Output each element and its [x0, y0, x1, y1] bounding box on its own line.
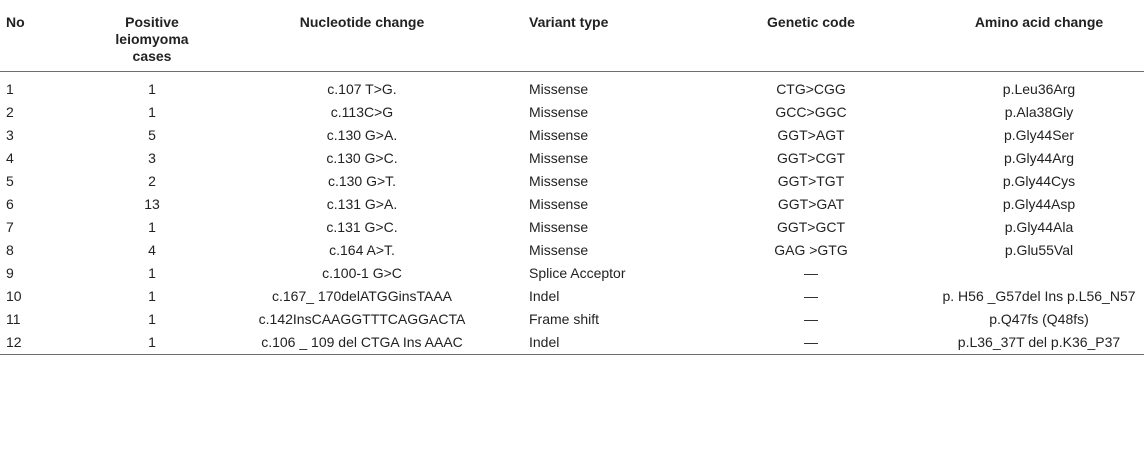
- cell-variant: Missense: [529, 104, 589, 120]
- header-positive-cases: Positive leiomyoma cases: [103, 0, 201, 72]
- cell-amino-acid: p.L36_37T del p.K36_P37: [912, 331, 1144, 355]
- variant-table: No Positive leiomyoma cases Nucleotide c…: [0, 0, 1144, 355]
- cell-nucleotide: c.113C>G: [330, 104, 394, 120]
- table-row: 3 5 c.130 G>A. Missense GGT>AGT p.Gly44S…: [0, 124, 1144, 147]
- cell-amino-acid: p.Q47fs (Q48fs): [989, 311, 1089, 327]
- cell-variant: Missense: [529, 242, 589, 258]
- cell-nucleotide: c.106 _ 109 del CTGA Ins AAAC: [201, 331, 523, 355]
- cell-amino-acid: p.Gly44Ala: [1004, 219, 1074, 235]
- cell-amino-acid: p.Gly44Asp: [1002, 196, 1076, 212]
- table-row: 7 1 c.131 G>C. Missense GGT>GCT p.Gly44A…: [0, 216, 1144, 239]
- cell-variant: Missense: [529, 150, 589, 166]
- table-row: 12 1 c.106 _ 109 del CTGA Ins AAAC Indel…: [0, 331, 1144, 355]
- cell-genetic-code: GGT>AGT: [777, 127, 845, 143]
- cell-amino-acid: p.Glu55Val: [1004, 242, 1074, 258]
- table-row: 2 1 c.113C>G Missense GCC>GGC p.Ala38Gly: [0, 101, 1144, 124]
- header-amino-acid-change: Amino acid change: [912, 0, 1144, 72]
- cell-nucleotide: c.142InsCAAGGTTTCAGGACTA: [258, 311, 466, 327]
- cell-nucleotide: c.107 T>G.: [327, 81, 397, 97]
- table-row: 1 1 c.107 T>G. Missense CTG>CGG p.Leu36A…: [0, 72, 1144, 102]
- table-header: No Positive leiomyoma cases Nucleotide c…: [0, 0, 1144, 72]
- cell-variant: Missense: [529, 127, 589, 143]
- cell-variant: Missense: [529, 219, 589, 235]
- table-row: 9 1 c.100-1 G>C Splice Acceptor —: [0, 262, 1144, 285]
- cell-no: 12: [0, 331, 103, 355]
- cell-genetic-code: —: [804, 265, 818, 281]
- cell-genetic-code: GGT>GAT: [777, 196, 845, 212]
- cell-no: 7: [6, 219, 14, 235]
- cell-variant: Splice Acceptor: [529, 265, 626, 281]
- header-row: No Positive leiomyoma cases Nucleotide c…: [0, 0, 1144, 72]
- cell-amino-acid: p.Gly44Ser: [1003, 127, 1075, 143]
- header-nucleotide-change: Nucleotide change: [201, 0, 523, 72]
- cell-no: 5: [6, 173, 14, 189]
- cell-variant: Missense: [529, 81, 589, 97]
- cell-variant: Missense: [529, 173, 589, 189]
- cell-cases: 5: [148, 127, 156, 143]
- cell-variant: Indel: [523, 331, 710, 355]
- cell-variant: Missense: [529, 196, 589, 212]
- cell-cases: 2: [148, 173, 156, 189]
- cell-nucleotide: c.130 G>C.: [326, 150, 398, 166]
- cell-cases: 1: [148, 219, 156, 235]
- header-genetic-code: Genetic code: [710, 0, 912, 72]
- cell-cases: 1: [103, 331, 201, 355]
- cell-variant: Indel: [529, 288, 560, 304]
- cell-genetic-code: GAG >GTG: [774, 242, 848, 258]
- header-variant-type: Variant type: [523, 0, 710, 72]
- cell-no: 1: [6, 81, 14, 97]
- cell-no: 10: [6, 288, 22, 304]
- cell-amino-acid: p. H56 _G57del Ins p.L56_N57: [942, 288, 1136, 304]
- cell-amino-acid: p.Leu36Arg: [1002, 81, 1076, 97]
- table-row: 10 1 c.167_ 170delATGGinsTAAA Indel — p.…: [0, 285, 1144, 308]
- cell-genetic-code: —: [804, 288, 818, 304]
- cell-nucleotide: c.100-1 G>C: [322, 265, 402, 281]
- cell-no: 2: [6, 104, 14, 120]
- cell-genetic-code: —: [710, 331, 912, 355]
- cell-genetic-code: GCC>GGC: [775, 104, 847, 120]
- cell-no: 8: [6, 242, 14, 258]
- table-body: 1 1 c.107 T>G. Missense CTG>CGG p.Leu36A…: [0, 72, 1144, 355]
- cell-no: 4: [6, 150, 14, 166]
- cell-amino-acid: p.Ala38Gly: [1004, 104, 1074, 120]
- cell-genetic-code: GGT>CGT: [776, 150, 846, 166]
- cell-cases: 3: [148, 150, 156, 166]
- cell-amino-acid: p.Gly44Cys: [1002, 173, 1076, 189]
- cell-no: 6: [6, 196, 14, 212]
- table-row: 8 4 c.164 A>T. Missense GAG >GTG p.Glu55…: [0, 239, 1144, 262]
- cell-no: 11: [6, 311, 21, 327]
- table-row: 11 1 c.142InsCAAGGTTTCAGGACTA Frame shif…: [0, 308, 1144, 331]
- cell-cases: 1: [148, 265, 156, 281]
- table-row: 6 13 c.131 G>A. Missense GGT>GAT p.Gly44…: [0, 193, 1144, 216]
- cell-cases: 1: [148, 288, 156, 304]
- cell-cases: 13: [144, 196, 160, 212]
- cell-variant: Frame shift: [529, 311, 600, 327]
- table-row: 4 3 c.130 G>C. Missense GGT>CGT p.Gly44A…: [0, 147, 1144, 170]
- cell-nucleotide: c.131 G>C.: [326, 219, 398, 235]
- cell-genetic-code: CTG>CGG: [776, 81, 846, 97]
- cell-cases: 4: [148, 242, 156, 258]
- cell-nucleotide: c.164 A>T.: [329, 242, 395, 258]
- cell-genetic-code: GGT>GCT: [776, 219, 846, 235]
- cell-nucleotide: c.130 G>A.: [326, 127, 398, 143]
- header-no: No: [0, 0, 103, 72]
- cell-amino-acid: [912, 262, 1144, 285]
- cell-no: 9: [6, 265, 14, 281]
- cell-amino-acid: p.Gly44Arg: [1003, 150, 1075, 166]
- table-row: 5 2 c.130 G>T. Missense GGT>TGT p.Gly44C…: [0, 170, 1144, 193]
- cell-no: 3: [6, 127, 14, 143]
- cell-cases: 1: [148, 104, 156, 120]
- cell-genetic-code: GGT>TGT: [777, 173, 845, 189]
- cell-cases: 1: [148, 81, 156, 97]
- cell-nucleotide: c.130 G>T.: [327, 173, 397, 189]
- cell-nucleotide: c.167_ 170delATGGinsTAAA: [271, 288, 453, 304]
- cell-nucleotide: c.131 G>A.: [326, 196, 398, 212]
- cell-cases: 1: [148, 311, 156, 327]
- cell-genetic-code: —: [804, 311, 818, 327]
